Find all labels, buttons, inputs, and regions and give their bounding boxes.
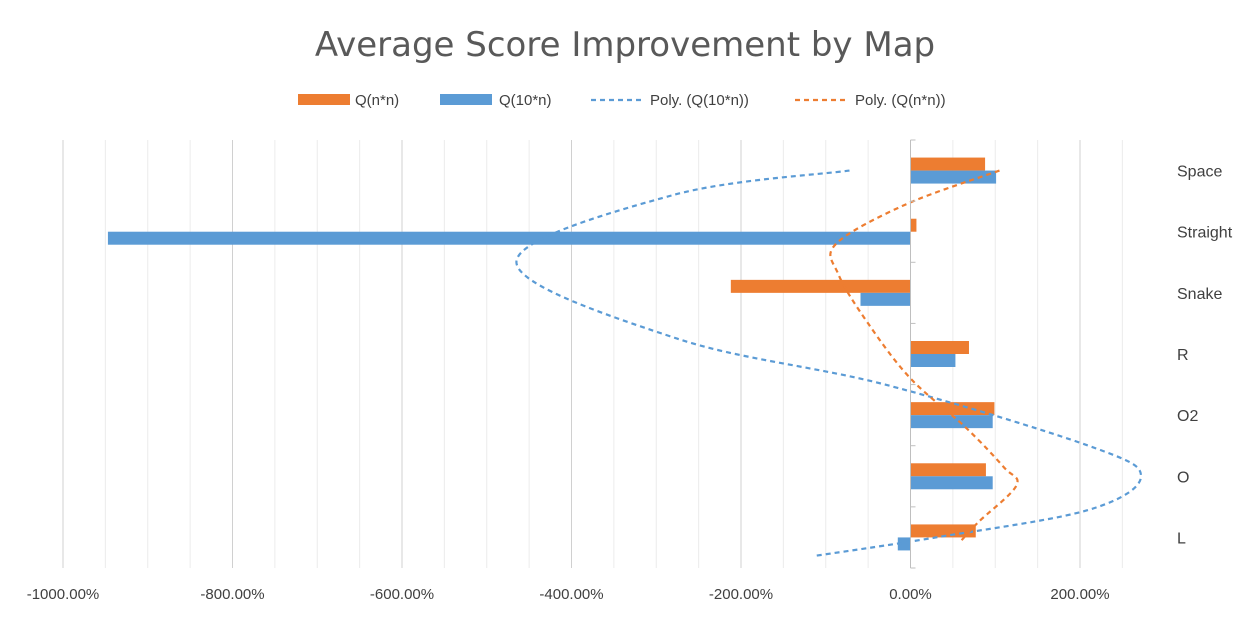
category-label: Straight (1177, 225, 1233, 242)
x-tick-label: -600.00% (370, 586, 434, 603)
bar-q-n-n (730, 279, 911, 293)
bar-q-10-n (910, 354, 956, 367)
bar-q-n-n (910, 157, 986, 171)
axes-group: -1000.00% -800.00% -600.00% -400.00% -200.00… (27, 139, 1233, 603)
bar-q-10-n (910, 170, 997, 184)
bars-group (107, 157, 997, 551)
trendline-poly-q-n-n (829, 169, 1019, 542)
category-label: L (1177, 530, 1186, 547)
x-tick-label: -1000.00% (27, 586, 100, 603)
x-tick-label: -400.00% (539, 586, 603, 603)
category-label: Snake (1177, 286, 1222, 303)
category-label: O (1177, 469, 1189, 486)
trendlines-group (515, 169, 1143, 557)
bar-q-10-n (897, 537, 911, 551)
x-tick-label: 0.00% (889, 586, 932, 603)
category-label: O2 (1177, 408, 1198, 425)
bar-q-10-n (910, 415, 993, 429)
bar-q-n-n (910, 463, 986, 477)
bar-q-n-n (910, 402, 995, 416)
bar-q-n-n (910, 341, 969, 354)
chart-title: Average Score Improvement by Map (315, 25, 935, 65)
legend-label: Q(10*n) (499, 92, 552, 109)
legend-label: Poly. (Q(n*n)) (855, 92, 946, 109)
bar-q-10-n (860, 292, 911, 306)
bar-q-10-n (910, 476, 993, 490)
category-label: R (1177, 347, 1189, 364)
gridlines (62, 140, 1123, 568)
legend: Q(n*n) Q(10*n) Poly. (Q(10*n)) Poly. (Q(n*n… (298, 92, 946, 109)
trendline-poly-q-10-n (515, 169, 1143, 557)
bar-q-n-n (910, 218, 917, 232)
category-label: Space (1177, 164, 1222, 181)
legend-label: Q(n*n) (355, 92, 399, 109)
x-tick-label: -800.00% (200, 586, 264, 603)
x-tick-label: 200.00% (1050, 586, 1109, 603)
legend-swatch (298, 94, 350, 105)
x-tick-label: -200.00% (709, 586, 773, 603)
legend-label: Poly. (Q(10*n)) (650, 92, 749, 109)
legend-swatch (440, 94, 492, 105)
bar-q-10-n (107, 231, 911, 245)
